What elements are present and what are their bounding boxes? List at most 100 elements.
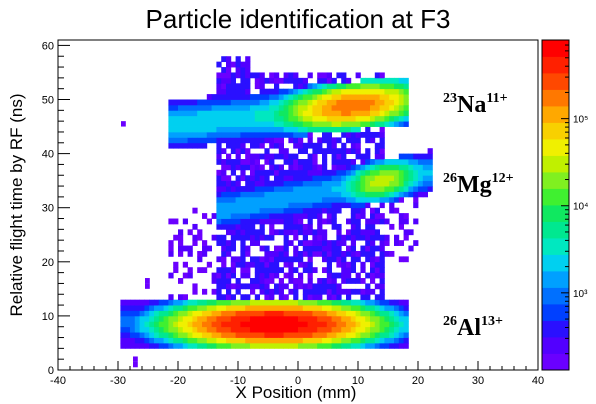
heatmap-cell (341, 115, 347, 122)
heatmap-cell (331, 180, 337, 187)
heatmap-cell (374, 110, 380, 117)
heatmap-cell (374, 104, 380, 111)
heatmap-cell (178, 305, 184, 311)
heatmap-cell (264, 153, 270, 160)
heatmap-cell (230, 261, 236, 268)
heatmap-cell (250, 180, 256, 187)
heatmap-cell (302, 104, 308, 111)
heatmap-cell (389, 121, 395, 127)
heatmap-cell (317, 191, 323, 198)
heatmap-cell (370, 310, 376, 317)
heatmap-cell (230, 245, 236, 252)
heatmap-cell (360, 299, 366, 306)
chart-title: Particle identification at F3 (146, 4, 451, 34)
heatmap-cell (331, 83, 337, 90)
heatmap-cell (298, 94, 304, 100)
heatmap-cell (197, 121, 203, 127)
heatmap-cell (331, 164, 337, 171)
heatmap-cell (202, 305, 208, 311)
heatmap-cell (288, 164, 294, 171)
heatmap-cell (346, 159, 352, 165)
heatmap-cell (427, 159, 433, 165)
heatmap-cell (394, 164, 400, 171)
heatmap-cell (331, 315, 337, 322)
heatmap-cell (360, 267, 366, 274)
heatmap-cell (235, 83, 241, 90)
heatmap-cell (403, 321, 409, 328)
heatmap-cell (283, 126, 289, 133)
heatmap-cell (240, 229, 246, 236)
heatmap-cell (298, 342, 304, 349)
heatmap-cell (216, 342, 222, 349)
heatmap-cell (269, 72, 275, 79)
heatmap-cell (293, 186, 299, 192)
heatmap-cell (216, 77, 222, 84)
heatmap-cell (221, 126, 227, 133)
heatmap-cell (259, 88, 265, 95)
heatmap-cell (245, 245, 251, 252)
heatmap-cell (326, 337, 332, 344)
heatmap-cell (360, 234, 366, 241)
heatmap-cell (259, 261, 265, 268)
heatmap-cell (182, 305, 188, 311)
heatmap-cell (298, 169, 304, 176)
heatmap-cell (341, 121, 347, 127)
heatmap-cell (173, 310, 179, 317)
heatmap-cell (326, 196, 332, 203)
heatmap-cell (259, 131, 265, 138)
heatmap-cell (211, 104, 217, 111)
heatmap-cell (322, 256, 328, 263)
heatmap-cell (355, 196, 361, 203)
heatmap-cell (346, 278, 352, 284)
heatmap-cell (307, 256, 313, 263)
colorbar-tick-label: 10⁵ (573, 115, 588, 126)
heatmap-cell (389, 169, 395, 176)
heatmap-cell (254, 104, 260, 111)
heatmap-cell (230, 186, 236, 192)
heatmap-cell (331, 99, 337, 106)
heatmap-cell (226, 153, 232, 160)
heatmap-cell (250, 191, 256, 198)
heatmap-cell (245, 121, 251, 127)
heatmap-cell (144, 310, 150, 317)
heatmap-cell (312, 332, 318, 338)
heatmap-cell (221, 207, 227, 214)
heatmap-cell (178, 126, 184, 133)
heatmap-cell (326, 218, 332, 225)
heatmap-cell (346, 104, 352, 111)
heatmap-cell (293, 77, 299, 84)
heatmap-cell (125, 342, 131, 349)
heatmap-cell (331, 94, 337, 100)
heatmap-cell (317, 196, 323, 203)
heatmap-cell (298, 164, 304, 171)
heatmap-cell (307, 272, 313, 279)
heatmap-cell (379, 131, 385, 138)
heatmap-cell (336, 148, 342, 155)
heatmap-cell (192, 142, 198, 149)
heatmap-cell (365, 294, 371, 301)
heatmap-cell (336, 342, 342, 349)
heatmap-cell (326, 256, 332, 263)
heatmap-cell (322, 191, 328, 198)
y-axis-label: Relative flight time by RF (ns) (7, 94, 26, 317)
heatmap-cell (283, 180, 289, 187)
heatmap-cell (211, 332, 217, 338)
heatmap-cell (216, 315, 222, 322)
heatmap-cell (254, 283, 260, 290)
heatmap-cell (250, 175, 256, 182)
heatmap-cell (245, 342, 251, 349)
heatmap-cell (346, 83, 352, 90)
heatmap-cell (298, 180, 304, 187)
heatmap-cell (221, 213, 227, 219)
heatmap-cell (322, 299, 328, 306)
heatmap-cell (336, 261, 342, 268)
heatmap-cell (389, 175, 395, 182)
heatmap-cell (312, 115, 318, 122)
heatmap-cell (350, 337, 356, 344)
heatmap-cell (389, 223, 395, 230)
heatmap-cell (374, 142, 380, 149)
heatmap-cell (245, 94, 251, 100)
heatmap-cell (389, 250, 395, 257)
heatmap-cell (350, 110, 356, 117)
heatmap-cell (168, 110, 174, 117)
